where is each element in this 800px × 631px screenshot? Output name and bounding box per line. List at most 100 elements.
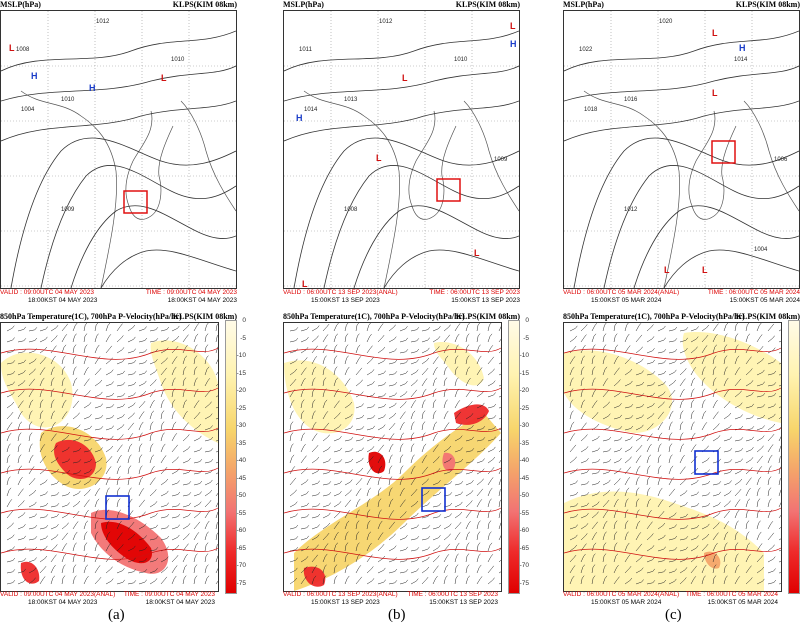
analysis-time: TIME : 09:00UTC 04 MAY 2023 bbox=[145, 289, 237, 296]
isobar-label: 1012 bbox=[624, 207, 638, 213]
isobar-label: 1020 bbox=[659, 19, 673, 25]
analysis-time: TIME : 06:00UTC 05 MAR 2024 bbox=[707, 289, 800, 296]
panel-title: 850hPa Temperature(1C), 700hPa P-Velocit… bbox=[563, 312, 745, 321]
mslp-map: 1012 1011 1014 1013 1010 1008 1009 L H L H L L L bbox=[283, 10, 520, 289]
colorbar-tick: 0 bbox=[242, 317, 246, 324]
mslp-map: 1020 1022 1018 1016 1014 1012 1006 1004 L H L L L bbox=[563, 10, 800, 289]
colorbar-tick: -40 bbox=[519, 457, 529, 464]
isobar-label: 1006 bbox=[774, 157, 788, 163]
colorbar-tick: -75 bbox=[236, 579, 246, 587]
high-pressure-center: H bbox=[296, 113, 303, 123]
colorbar-tick: -75 bbox=[519, 579, 529, 587]
high-pressure-center: H bbox=[31, 71, 38, 81]
temperature-map bbox=[283, 322, 502, 592]
kst-time-right: 15:00KST 05 MAR 2024 bbox=[729, 297, 800, 304]
kst-time-right: 15:00KST 13 SEP 2023 bbox=[451, 297, 520, 304]
colorbar-tick: -20 bbox=[236, 387, 246, 394]
coastline bbox=[583, 90, 799, 288]
valid-time: VALID : 06:00UTC 13 SEP 2023(ANAL) bbox=[283, 591, 398, 598]
colorbar-tick: -25 bbox=[519, 404, 529, 412]
mslp-panel: MSLP(hPa) KLPS(KIM 08km) 1012 1008 1004 1010 1… bbox=[0, 0, 237, 305]
panel-title: MSLP(hPa) bbox=[563, 0, 604, 9]
isobar-label: 1013 bbox=[344, 97, 358, 103]
colorbar-tick: -65 bbox=[519, 544, 529, 552]
low-pressure-center: L bbox=[9, 43, 15, 53]
mslp-panel: MSLP(hPa) KLPS(KIM 08km) 1020 1022 1018 1016 1… bbox=[563, 0, 800, 305]
low-pressure-center: L bbox=[302, 279, 308, 288]
panel-title: 850hPa Temperature(1C), 700hPa P-Velocit… bbox=[0, 312, 182, 321]
colorbar-tick: -5 bbox=[523, 334, 529, 342]
isobar-label: 1004 bbox=[754, 247, 768, 253]
isobar-label: 1014 bbox=[304, 107, 318, 113]
focus-region-box bbox=[123, 190, 148, 214]
analysis-time: TIME : 09:00UTC 04 MAY 2023 bbox=[123, 591, 215, 598]
colorbar-tick: -60 bbox=[519, 527, 529, 534]
mslp-map: 1012 1008 1004 1010 1010 1009 L H H L bbox=[0, 10, 237, 289]
analysis-time: TIME : 06:00UTC 13 SEP 2023 bbox=[407, 591, 498, 598]
colorbar-tick: -50 bbox=[236, 492, 246, 499]
panel-title: MSLP(hPa) bbox=[283, 0, 324, 9]
isobar-label: 1010 bbox=[171, 57, 185, 63]
isobar-label: 1012 bbox=[379, 19, 393, 25]
temperature-panel: 850hPa Temperature(1C), 700hPa P-Velocit… bbox=[283, 312, 529, 606]
colorbar-tick: -30 bbox=[236, 422, 246, 429]
panel-caption: (b) bbox=[388, 607, 406, 623]
colorbar-tick: -10 bbox=[519, 352, 529, 359]
colorbar-tick: -45 bbox=[519, 474, 529, 482]
isobar-label: 1011 bbox=[299, 47, 313, 53]
colorbar-labels: 0 -5 -10 -15 -20 -25 -30 -35 -40 -45 -50 -55 -60 -65 -… bbox=[237, 317, 246, 592]
colorbar-tick: -45 bbox=[236, 474, 246, 482]
low-pressure-center: L bbox=[161, 73, 167, 83]
kst-time-right: 15:00KST 13 SEP 2023 bbox=[429, 599, 498, 606]
model-label: KLPS(KIM 08km) bbox=[735, 312, 800, 321]
analysis-time: TIME : 06:00UTC 05 MAR 2024 bbox=[685, 591, 778, 598]
colorbar-tick: -65 bbox=[236, 544, 246, 552]
colorbar-tick: -30 bbox=[519, 422, 529, 429]
colorbar-tick: -20 bbox=[519, 387, 529, 394]
colorbar-tick: -25 bbox=[236, 404, 246, 412]
colorbar-tick: -70 bbox=[519, 562, 529, 569]
valid-time: VALID : 09:00UTC 04 MAY 2023(ANAL) bbox=[0, 591, 116, 598]
colorbar-tick: -35 bbox=[236, 439, 246, 447]
temperature-panel: 850hPa Temperature(1C), 700hPa P-Velocit… bbox=[563, 312, 800, 606]
valid-time: VALID : 09:00UTC 04 MAY 2023 bbox=[0, 289, 94, 296]
isobar-label: 1004 bbox=[21, 107, 35, 113]
low-pressure-center: L bbox=[702, 265, 708, 275]
valid-time: VALID : 06:00UTC 13 SEP 2023(ANAL) bbox=[283, 289, 398, 296]
temperature-panel: 850hPa Temperature(1C), 700hPa P-Velocit… bbox=[0, 312, 246, 606]
isobar-label: 1018 bbox=[584, 107, 598, 113]
low-pressure-center: L bbox=[664, 265, 670, 275]
kst-time-left: 15:00KST 13 SEP 2023 bbox=[311, 599, 380, 606]
colorbar-tick: -55 bbox=[519, 509, 529, 517]
isobar-label: 1016 bbox=[624, 97, 638, 103]
high-pressure-center: H bbox=[510, 39, 517, 49]
mslp-panel: MSLP(hPa) KLPS(KIM 08km) 1012 1011 1014 1013 1… bbox=[283, 0, 520, 305]
colorbar-tick: -35 bbox=[519, 439, 529, 447]
coastline bbox=[20, 90, 236, 288]
colorbar bbox=[225, 320, 237, 594]
focus-region-box bbox=[436, 178, 461, 202]
colorbar-tick: -40 bbox=[236, 457, 246, 464]
coastline bbox=[303, 90, 519, 288]
colorbar-tick: -60 bbox=[236, 527, 246, 534]
temperature-map bbox=[0, 322, 219, 592]
colorbar-tick: -5 bbox=[240, 334, 246, 342]
isobar-label: 1010 bbox=[61, 97, 75, 103]
colorbar-tick: -50 bbox=[519, 492, 529, 499]
isobar-label: 1009 bbox=[61, 207, 75, 213]
focus-region-box bbox=[105, 495, 130, 520]
colorbar-tick: -15 bbox=[519, 369, 529, 377]
panel-title: 850hPa Temperature(1C), 700hPa P-Velocit… bbox=[283, 312, 465, 321]
isobar-label: 1009 bbox=[494, 157, 508, 163]
focus-region-box bbox=[694, 450, 719, 475]
isobar-label: 1008 bbox=[16, 47, 30, 53]
kst-time-left: 15:00KST 05 MAR 2024 bbox=[591, 599, 662, 606]
low-pressure-center: L bbox=[402, 73, 408, 83]
model-label: KLPS(KIM 08km) bbox=[455, 312, 520, 321]
colorbar-tick: -70 bbox=[236, 562, 246, 569]
colorbar-tick: -55 bbox=[236, 509, 246, 517]
temperature-map bbox=[563, 322, 782, 592]
low-pressure-center: L bbox=[376, 153, 382, 163]
low-pressure-center: L bbox=[510, 21, 516, 31]
